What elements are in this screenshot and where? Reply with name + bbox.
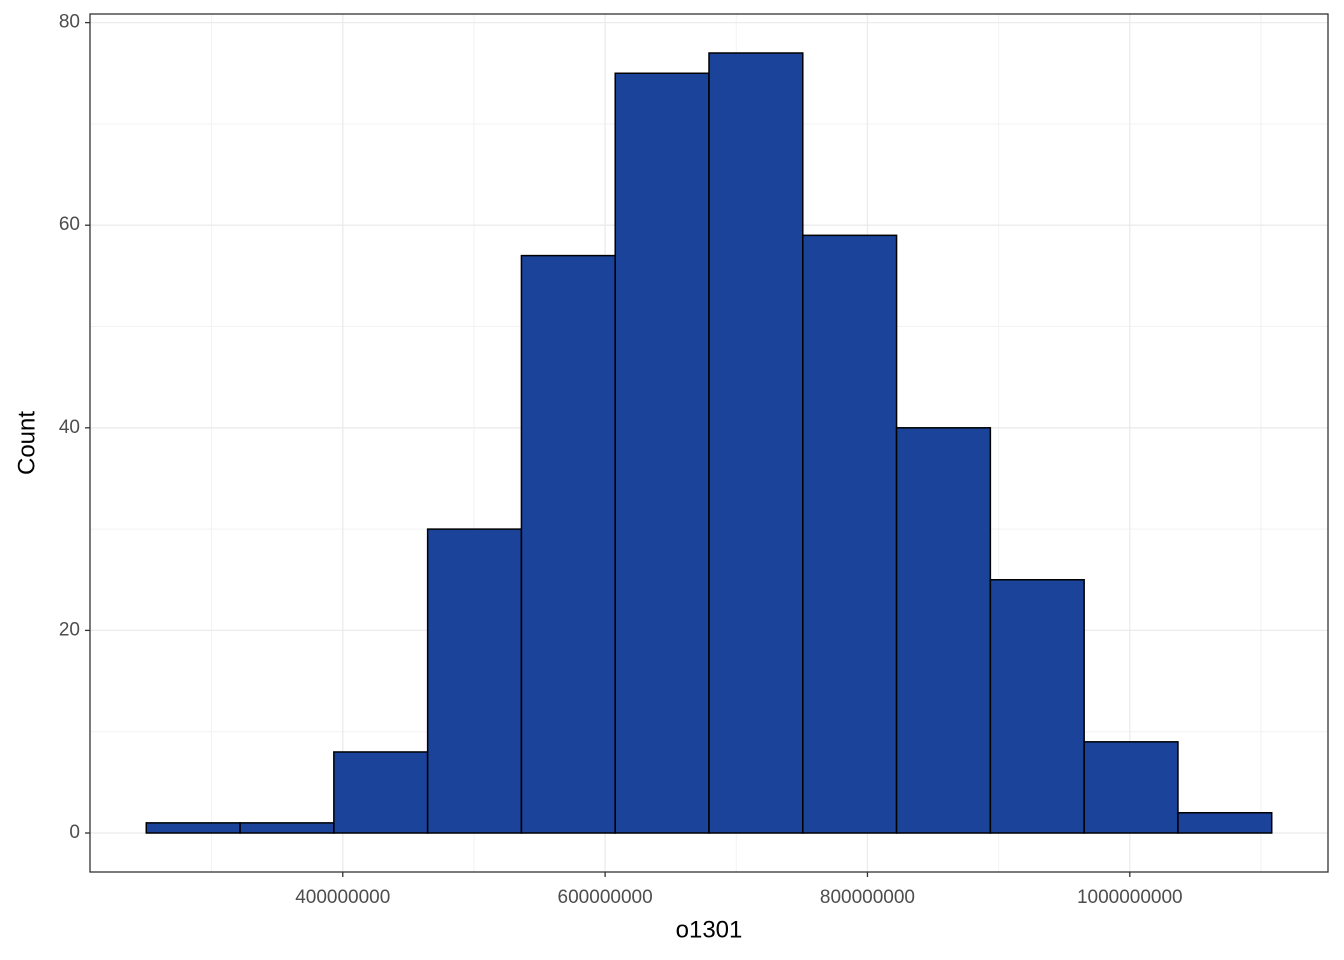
y-tick-label: 20 — [59, 619, 80, 640]
x-tick-label: 800000000 — [820, 887, 915, 908]
bar — [333, 751, 429, 834]
bar — [145, 822, 241, 834]
y-tick-label: 60 — [59, 214, 80, 235]
bar — [426, 528, 523, 834]
x-axis-title: o1301 — [676, 916, 743, 943]
bar — [614, 72, 710, 834]
bar — [1083, 741, 1179, 834]
panel-border — [89, 13, 1329, 873]
x-tick-label: 600000000 — [558, 887, 653, 908]
bar — [895, 427, 992, 834]
y-axis-title: Count — [13, 411, 40, 475]
bar — [239, 822, 335, 834]
y-tick-label: 40 — [59, 417, 80, 438]
bar — [802, 234, 898, 834]
bar — [708, 52, 804, 834]
bar — [1177, 811, 1273, 834]
bar — [520, 254, 616, 834]
x-tick-label: 400000000 — [295, 887, 390, 908]
bar — [989, 579, 1085, 834]
y-tick-label: 80 — [59, 12, 80, 33]
x-tick-label: 1000000000 — [1077, 887, 1183, 908]
y-tick-label: 0 — [69, 822, 80, 843]
